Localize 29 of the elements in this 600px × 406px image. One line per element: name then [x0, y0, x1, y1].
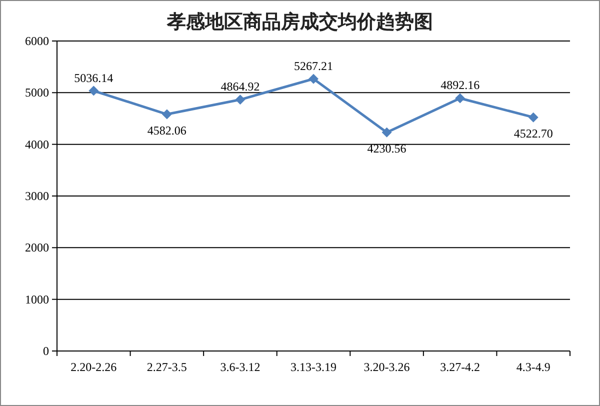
- data-label: 4892.16: [440, 78, 480, 92]
- x-tick-label: 3.20-3.26: [364, 360, 410, 374]
- x-tick-label: 3.6-3.12: [220, 360, 260, 374]
- y-tick-label: 2000: [25, 240, 49, 255]
- point: [528, 112, 538, 122]
- data-label: 4522.70: [514, 126, 553, 140]
- data-label: 4582.06: [147, 123, 186, 138]
- data-label: 4230.56: [367, 141, 406, 156]
- point: [308, 74, 318, 84]
- point: [382, 127, 392, 138]
- point: [455, 93, 466, 104]
- y-tick-label: 1000: [25, 292, 49, 306]
- chart-title: 孝感地区商品房成交均价趋势图: [166, 11, 433, 33]
- y-tick-label: 6000: [25, 34, 49, 48]
- data-label: 5036.14: [74, 70, 114, 85]
- y-tick-label: 4000: [25, 137, 49, 152]
- x-tick-label: 3.27-4.2: [440, 360, 480, 374]
- x-tick-label: 3.13-3.19: [290, 360, 336, 374]
- data-label: 4864.92: [220, 80, 260, 94]
- x-tick-label: 2.20-2.26: [70, 360, 117, 374]
- y-tick-label: 0: [43, 344, 49, 358]
- point: [162, 109, 172, 120]
- point: [88, 86, 99, 96]
- data-label: 5267.21: [294, 58, 333, 73]
- x-tick-label: 2.27-3.5: [146, 360, 187, 374]
- x-tick-label: 4.3-4.9: [516, 360, 550, 374]
- y-tick-label: 3000: [25, 189, 49, 203]
- y-tick-label: 5000: [25, 86, 49, 100]
- point: [235, 94, 246, 105]
